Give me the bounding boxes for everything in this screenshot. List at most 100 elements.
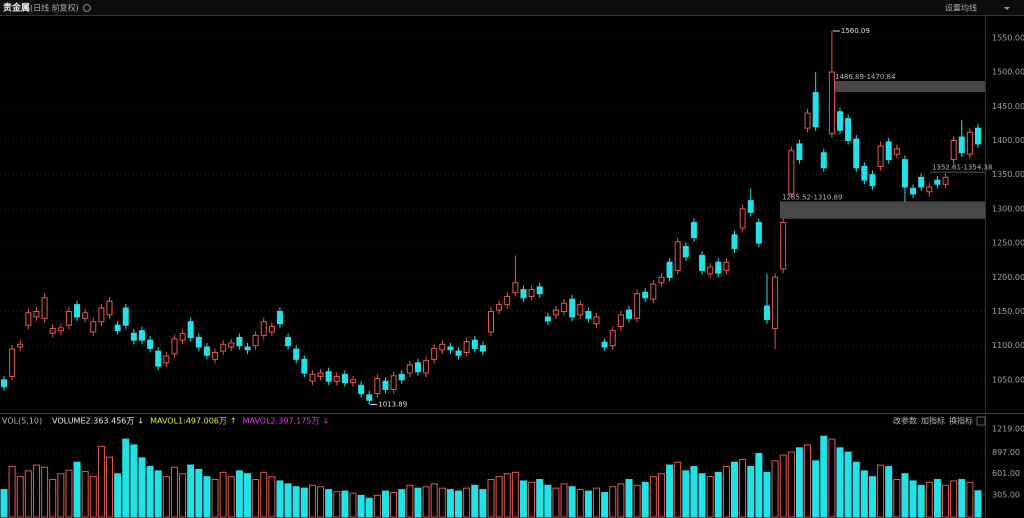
candle-body [763,305,770,321]
y-tick-label: 1219.00 [992,425,1024,434]
candle-body [122,307,129,326]
toolbar-button[interactable]: 改参数 [893,416,917,426]
top-bar [0,0,1024,15]
candle-body [17,343,24,348]
dropdown-icon [1004,7,1010,10]
volume-bar [390,491,398,518]
candle-body [293,348,300,360]
candle-body [747,200,754,213]
y-tick-label: 601.00 [992,469,1020,478]
volume-bar [552,487,560,518]
volume-bar [933,479,941,518]
y-tick-label: 1550.00 [992,33,1024,42]
volume-bar [682,470,690,518]
candle-body [398,373,405,381]
volume-bar [179,473,187,518]
volume-bar [49,479,57,518]
candle-body [138,330,145,341]
volume-bar [244,473,251,518]
volume-bar [820,435,828,518]
volume-bar [519,480,527,518]
volume-bar [8,466,16,518]
candle-body [682,245,689,258]
candle-body [301,358,308,374]
zone-label: 1352.61-1354.38 [932,164,992,172]
candle-body [812,92,819,128]
volume-bar [893,479,901,518]
candle-body [9,348,16,377]
candle-body [220,343,227,352]
settings-icon[interactable] [83,4,91,12]
low-label: 1013.89 [378,401,407,409]
candle-body [25,312,32,326]
volume-bar [276,480,284,518]
candle-body [958,136,965,154]
volume-bar [195,468,203,518]
close-button[interactable] [976,416,986,426]
volume-bar [341,490,349,518]
candle-body [252,334,259,347]
candle-body [601,341,608,348]
volume-bar [365,497,373,518]
volume-bar [925,481,933,518]
candle-body [707,266,714,275]
candle-body [228,342,235,348]
volume-bar [292,486,300,518]
volume-bar [333,491,341,518]
candle-body [195,336,202,348]
candle-body [374,377,381,395]
volume-bar [284,483,292,518]
candle-body [82,312,89,319]
volume-bar [795,447,803,518]
candle-body [934,179,941,185]
volume-bar [722,466,730,518]
volume-bar [625,479,633,518]
volume-bar [138,457,146,518]
candle-body [366,394,373,401]
candle-body [804,112,811,129]
volume-bar [601,491,609,518]
volume-bar [503,473,511,518]
y-tick-label: 305.00 [992,491,1020,500]
volume-bar [260,471,268,518]
volume-bar [203,476,211,518]
candle-body [552,309,559,316]
readout: MAVOL2:397.175万 [243,417,320,426]
volume-bar [227,476,235,518]
volume-bar [860,470,868,518]
y-tick-label: 1250.00 [992,239,1024,248]
candle-body [414,362,421,373]
volume-bar [187,464,195,518]
readout: MAVOL1:497.006万 [150,417,227,426]
volume-bar [16,476,24,518]
volume-bar [325,489,333,518]
toolbar-button[interactable]: 加指标 [921,416,945,426]
ma-settings[interactable]: 设置均线 [945,3,977,13]
candle-body [877,145,884,167]
volume-bar [398,489,406,518]
candle-body [820,152,827,169]
candle-body [244,346,251,351]
zone-label: 1285.52-1310.89 [782,193,842,201]
candle-body [544,316,551,322]
candle-body [828,71,835,135]
readout-arrow: ↓ [137,417,144,426]
y-tick-label: 1300.00 [992,204,1024,213]
volume-bar [609,486,617,518]
candle-body [447,346,454,351]
candle-body [49,328,56,334]
candle-body [333,375,340,382]
volume-bar [657,473,665,518]
volume-bar [357,494,365,518]
y-tick-label: 1400.00 [992,136,1024,145]
volume-bar [471,484,479,518]
volume-bar [844,451,852,518]
candle-body [536,286,543,295]
candle-body [861,165,868,181]
candle-body [780,222,787,270]
y-tick-label: 897.00 [992,448,1020,457]
toolbar-button[interactable]: 换指标 [949,416,973,426]
volume-bar [381,490,389,518]
volume-bar [446,489,454,518]
